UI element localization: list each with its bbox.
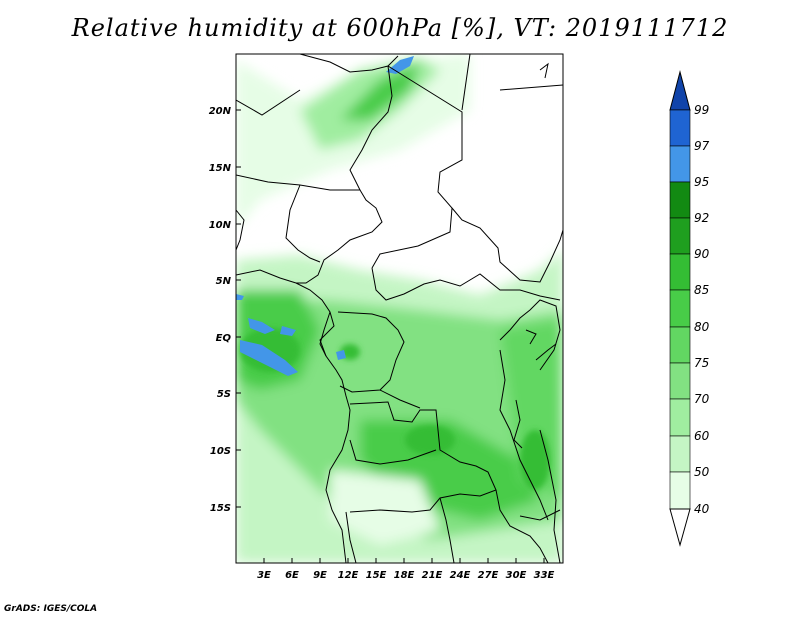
lon-label: 33E (534, 570, 555, 581)
lat-label: 5N (216, 276, 232, 287)
colorbar-label: 92 (694, 211, 709, 225)
credit-text: GrADS: IGES/COLA (4, 604, 98, 614)
lat-label: 5S (217, 389, 231, 400)
colorbar-band (669, 109, 691, 147)
colorbar-label: 80 (694, 320, 710, 334)
lon-axis: 3E 6E 9E 12E 15E 18E 21E 24E 27E 30E 33E (257, 558, 555, 581)
colorbar: 99 97 95 92 90 85 80 75 70 60 50 40 (669, 70, 710, 547)
colorbar-label: 40 (694, 502, 710, 516)
colorbar-top-arrow (669, 70, 691, 111)
lat-label: 10N (209, 220, 232, 231)
colorbar-label: 75 (694, 356, 709, 370)
lon-label: 3E (257, 570, 271, 581)
colorbar-band (669, 217, 691, 255)
colorbar-label: 90 (694, 247, 710, 261)
lon-label: 9E (313, 570, 327, 581)
lat-label: 15N (209, 163, 232, 174)
lat-label: EQ (216, 333, 232, 344)
colorbar-band (669, 398, 691, 437)
colorbar-band (669, 362, 691, 400)
country-borders (236, 54, 563, 563)
colorbar-band (669, 471, 691, 510)
lat-label: 10S (210, 446, 231, 457)
lon-label: 12E (338, 570, 359, 581)
colorbar-label: 95 (694, 175, 709, 189)
lat-axis: 20N 15N 10N 5N EQ 5S 10S 15S (209, 106, 241, 514)
lon-label: 21E (422, 570, 443, 581)
lon-label: 27E (478, 570, 499, 581)
lon-label: 30E (506, 570, 527, 581)
lon-label: 6E (285, 570, 299, 581)
lat-label: 20N (209, 106, 232, 117)
humidity-field (236, 54, 563, 563)
map-frame (235, 53, 564, 564)
colorbar-band (669, 326, 691, 364)
colorbar-label: 97 (694, 139, 710, 153)
lon-label: 15E (366, 570, 387, 581)
colorbar-band (669, 289, 691, 328)
colorbar-band (669, 145, 691, 183)
colorbar-band (669, 181, 691, 219)
lat-label: 15S (210, 503, 231, 514)
colorbar-label: 99 (694, 103, 709, 117)
colorbar-bottom-arrow (669, 508, 691, 547)
lon-label: 24E (450, 570, 471, 581)
colorbar-label: 60 (694, 429, 710, 443)
colorbar-label: 50 (694, 465, 710, 479)
colorbar-label: 70 (694, 392, 710, 406)
colorbar-label: 85 (694, 283, 709, 297)
chart-title: Relative humidity at 600hPa [%], VT: 201… (71, 14, 729, 42)
colorbar-band (669, 435, 691, 473)
lon-label: 18E (394, 570, 415, 581)
colorbar-band (669, 253, 691, 291)
